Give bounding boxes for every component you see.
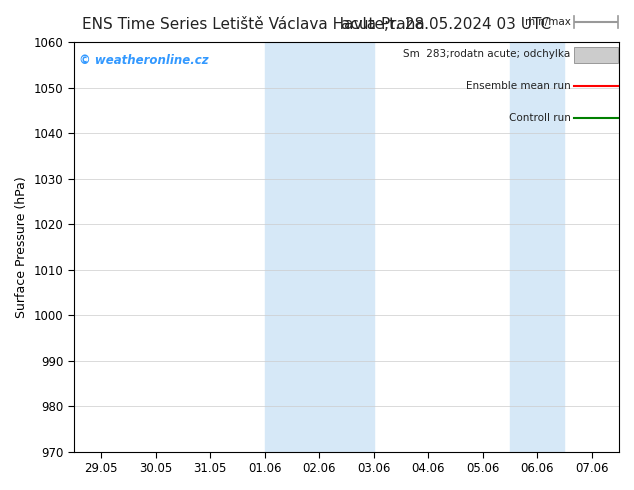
Text: ENS Time Series Letiště Václava Havla Praha: ENS Time Series Letiště Václava Havla Pr…: [82, 17, 425, 32]
Text: © weatheronline.cz: © weatheronline.cz: [79, 54, 209, 67]
Text: min/max: min/max: [525, 17, 571, 27]
Text: Sm  283;rodatn acute; odchylka: Sm 283;rodatn acute; odchylka: [403, 49, 571, 59]
Text: Controll run: Controll run: [508, 113, 571, 122]
Bar: [574, 47, 618, 63]
Bar: [510, 42, 564, 452]
Bar: [264, 42, 373, 452]
Text: Ensemble mean run: Ensemble mean run: [466, 81, 571, 91]
Text: acute;t. 28.05.2024 03 UTC: acute;t. 28.05.2024 03 UTC: [342, 17, 552, 32]
Y-axis label: Surface Pressure (hPa): Surface Pressure (hPa): [15, 176, 28, 318]
